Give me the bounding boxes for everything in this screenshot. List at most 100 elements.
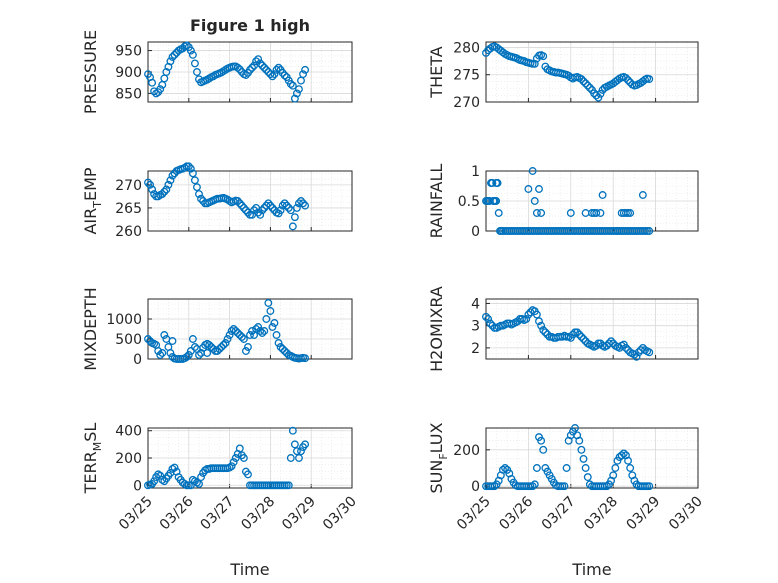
data-point	[256, 210, 265, 219]
data-point	[168, 337, 177, 345]
data-point	[484, 315, 493, 323]
data-point	[301, 65, 310, 74]
data-point	[626, 209, 635, 217]
data-point	[299, 70, 307, 79]
data-point	[195, 190, 203, 199]
data-point	[158, 349, 167, 357]
y-tick-label: 265	[115, 201, 142, 217]
x-tick-label: 03/28	[238, 494, 278, 534]
data-point	[524, 310, 533, 319]
data-point	[250, 206, 259, 215]
data-point	[624, 76, 632, 85]
data-point	[150, 477, 159, 486]
data-point	[301, 201, 310, 210]
data-point	[266, 201, 275, 210]
data-point	[619, 449, 628, 458]
data-point	[233, 197, 242, 205]
figure-title: Figure 1 high	[190, 16, 310, 35]
data-point	[276, 206, 285, 215]
x-axis-label: Time	[229, 560, 269, 579]
data-point	[581, 79, 590, 88]
x-tick-label: 03/27	[198, 494, 238, 534]
data-point	[186, 164, 195, 173]
data-point	[148, 78, 157, 87]
data-point	[532, 209, 541, 217]
data-point	[501, 464, 510, 472]
data-point	[184, 351, 193, 359]
data-point	[288, 222, 297, 231]
data-point	[170, 463, 179, 472]
data-point	[205, 341, 214, 349]
x-tick-label: 03/27	[539, 494, 579, 534]
x-tick-label: 03/28	[581, 494, 621, 534]
data-point	[609, 471, 618, 480]
data-point	[195, 479, 203, 488]
data-point	[280, 199, 289, 208]
data-point	[290, 94, 299, 103]
data-point	[241, 71, 250, 79]
data-point	[158, 190, 167, 199]
data-point	[254, 208, 263, 217]
data-point	[237, 201, 246, 210]
data-point	[579, 335, 588, 343]
data-point	[624, 456, 632, 465]
subplot-h2omixra: 2 3 4 H2OMIXRA	[427, 286, 699, 372]
data-point	[524, 185, 533, 193]
data-point	[144, 178, 152, 187]
data-point	[596, 209, 605, 217]
data-point	[233, 63, 242, 72]
data-point	[160, 331, 169, 339]
subplot-terr_msl: 03/25 03/26 03/27 03/28 03/29 03/30 0 200 400 TER…	[81, 423, 360, 579]
data-point	[592, 209, 601, 217]
data-point	[290, 213, 299, 222]
data-point	[295, 454, 303, 462]
y-axis-label: PRESSURE	[81, 30, 100, 114]
data-point	[494, 209, 503, 217]
data-point	[530, 480, 539, 489]
data-point	[566, 209, 575, 217]
data-point	[621, 343, 630, 352]
data-point	[235, 199, 244, 208]
x-tick-label: 03/30	[320, 494, 360, 534]
data-point	[260, 63, 269, 72]
data-point	[266, 70, 275, 79]
data-point	[256, 59, 265, 68]
data-point	[301, 440, 310, 449]
data-point	[577, 75, 586, 84]
data-point	[537, 436, 546, 445]
y-tick-label: 2	[471, 341, 480, 357]
data-point	[573, 328, 582, 337]
subplot-rainfall: 0 0.5 1 RAINFALL	[427, 164, 699, 240]
plot-frame	[485, 427, 699, 489]
data-point	[617, 451, 626, 460]
data-point	[252, 325, 261, 333]
y-tick-label: 0	[471, 479, 480, 495]
y-tick-label: 260	[115, 224, 142, 240]
data-point	[207, 343, 216, 351]
data-point	[190, 343, 199, 351]
data-point	[221, 339, 230, 347]
data-point	[244, 343, 252, 351]
data-point	[270, 319, 279, 327]
data-point	[264, 299, 273, 307]
data-point	[268, 323, 277, 331]
data-point	[166, 349, 175, 357]
y-tick-label: 0.5	[458, 194, 480, 210]
data-point	[229, 325, 238, 333]
y-tick-label: 270	[115, 178, 142, 194]
data-point	[562, 464, 571, 472]
data-point	[188, 335, 197, 343]
x-axis-label: Time	[571, 560, 611, 579]
data-point	[299, 199, 307, 208]
data-point	[160, 187, 169, 196]
plot-frame	[485, 41, 699, 103]
data-point	[278, 345, 287, 353]
data-point	[575, 436, 584, 445]
y-tick-label: 0	[133, 478, 142, 494]
data-point	[598, 191, 607, 199]
data-point	[168, 53, 177, 61]
data-point	[182, 353, 191, 361]
data-point	[166, 176, 175, 185]
data-point	[607, 337, 616, 346]
data-point	[274, 339, 283, 347]
